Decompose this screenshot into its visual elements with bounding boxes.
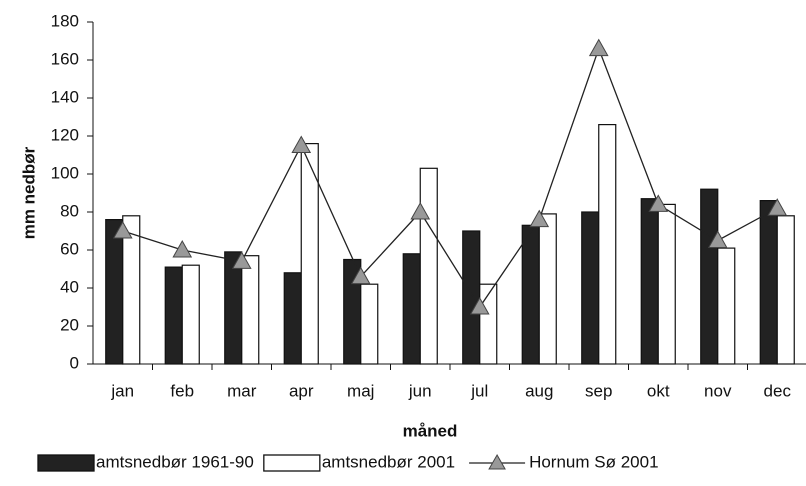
x-tick-label: sep xyxy=(585,381,612,400)
x-tick-label: nov xyxy=(704,381,732,400)
bar xyxy=(419,167,438,365)
y-tick-label: 160 xyxy=(51,49,79,68)
bar xyxy=(402,253,421,365)
x-tick-label: jul xyxy=(470,381,488,400)
bar xyxy=(657,203,676,365)
x-tick-label: jan xyxy=(110,381,134,400)
bar xyxy=(105,219,124,365)
bar xyxy=(300,143,319,365)
line-marker xyxy=(231,251,252,269)
y-tick-label: 40 xyxy=(60,277,79,296)
bar xyxy=(360,283,379,365)
bar xyxy=(640,198,659,365)
line-marker xyxy=(172,239,193,258)
x-tick-label: aug xyxy=(525,381,553,400)
legend-label: amtsnedbør 1961-90 xyxy=(96,452,254,471)
legend-swatch xyxy=(263,454,321,472)
legend-swatch xyxy=(37,454,95,472)
y-tick-label: 180 xyxy=(51,11,79,30)
line-marker xyxy=(767,198,788,216)
line-marker xyxy=(350,266,371,285)
bar xyxy=(241,255,260,365)
line-marker xyxy=(410,201,431,220)
line-marker xyxy=(291,135,312,153)
legend-label: Hornum Sø 2001 xyxy=(529,452,658,471)
bar xyxy=(538,213,557,365)
line-marker xyxy=(112,220,133,239)
x-tick-label: apr xyxy=(289,381,314,400)
bar xyxy=(581,211,600,365)
bar xyxy=(283,272,302,365)
y-tick-label: 0 xyxy=(70,353,79,372)
y-tick-label: 100 xyxy=(51,163,79,182)
y-tick-label: 120 xyxy=(51,125,79,144)
bar xyxy=(462,230,481,365)
y-tick-label: 140 xyxy=(51,87,79,106)
line-marker xyxy=(588,38,609,57)
x-tick-label: okt xyxy=(647,381,670,400)
legend-marker xyxy=(488,453,506,470)
bar xyxy=(759,200,778,365)
y-axis-label: mm nedbør xyxy=(19,146,38,239)
x-tick-label: dec xyxy=(764,381,792,400)
line xyxy=(122,46,778,309)
bar xyxy=(717,247,736,365)
bar xyxy=(521,224,540,365)
bar xyxy=(122,215,141,365)
x-tick-label: mar xyxy=(227,381,257,400)
y-tick-label: 60 xyxy=(60,239,79,258)
bar xyxy=(598,123,617,365)
line-marker xyxy=(648,194,669,212)
x-tick-label: feb xyxy=(170,381,194,400)
x-axis-label: måned xyxy=(403,421,458,440)
line-marker xyxy=(529,209,550,228)
x-tick-label: maj xyxy=(347,381,374,400)
y-tick-label: 20 xyxy=(60,315,79,334)
x-tick-label: jun xyxy=(408,381,432,400)
line-marker xyxy=(469,296,490,315)
y-tick-label: 80 xyxy=(60,201,79,220)
bar xyxy=(479,283,498,365)
legend-label: amtsnedbør 2001 xyxy=(322,452,455,471)
bar xyxy=(164,266,183,365)
bar xyxy=(181,264,200,365)
bar xyxy=(700,188,719,365)
bar xyxy=(776,215,795,365)
line-marker xyxy=(707,230,728,248)
